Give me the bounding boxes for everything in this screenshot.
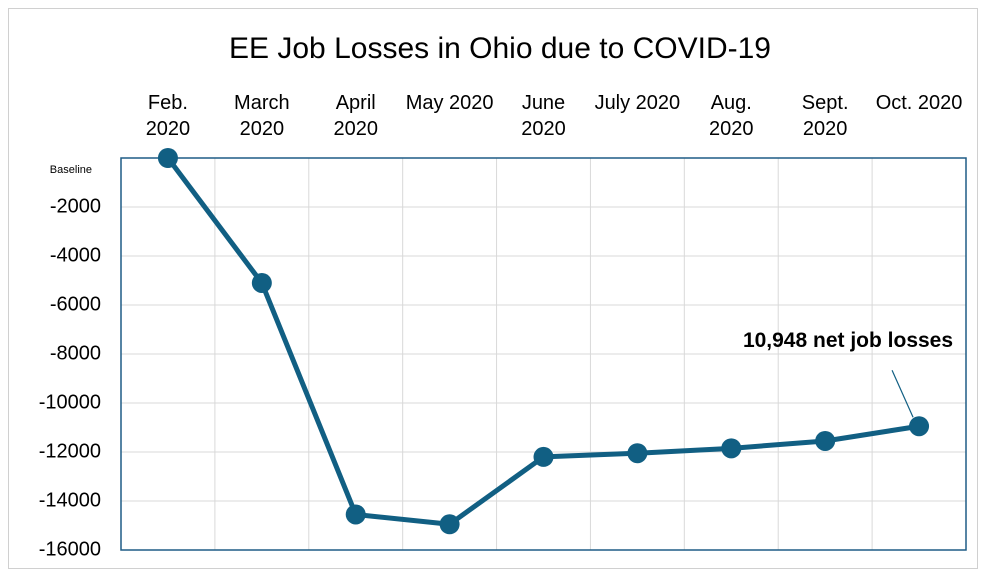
y-tick-label: -14000 <box>39 489 101 511</box>
data-point <box>815 430 836 451</box>
data-point <box>533 446 554 467</box>
y-tick-label: -6000 <box>50 293 101 315</box>
x-tick-label: June 2020 <box>521 92 566 140</box>
grid <box>121 157 966 551</box>
x-tick-label: Feb. 2020 <box>145 92 191 140</box>
x-tick-label: March 2020 <box>234 92 290 140</box>
frame <box>8 8 978 569</box>
y-tick-label: -12000 <box>39 440 101 462</box>
y-tick-label: -16000 <box>39 538 101 560</box>
plot-border <box>120 157 967 551</box>
data-point <box>909 416 930 437</box>
chart-title: EE Job Losses in Ohio due to COVID-19 <box>229 32 771 65</box>
annotation-leader <box>891 369 914 418</box>
data-point <box>251 272 272 293</box>
data-point <box>721 438 742 459</box>
x-tick-label: Oct. 2020 <box>875 92 963 114</box>
x-tick-label: Aug. 2020 <box>709 92 754 140</box>
y-tick-label: -10000 <box>39 391 101 413</box>
y-tick-label: Baseline <box>50 164 92 176</box>
x-tick-label: April 2020 <box>333 92 378 140</box>
x-tick-label: July 2020 <box>594 92 681 114</box>
y-tick-label: -8000 <box>50 342 101 364</box>
data-point <box>439 514 460 535</box>
x-tick-label: May 2020 <box>405 92 494 114</box>
y-tick-label: -2000 <box>50 195 101 217</box>
x-tick-label: Sept. 2020 <box>801 92 849 140</box>
annotation: 10,948 net job losses <box>743 329 953 352</box>
y-tick-label: -4000 <box>50 244 101 266</box>
data-point <box>157 148 178 168</box>
data-point <box>627 443 648 464</box>
data-point <box>345 504 366 525</box>
